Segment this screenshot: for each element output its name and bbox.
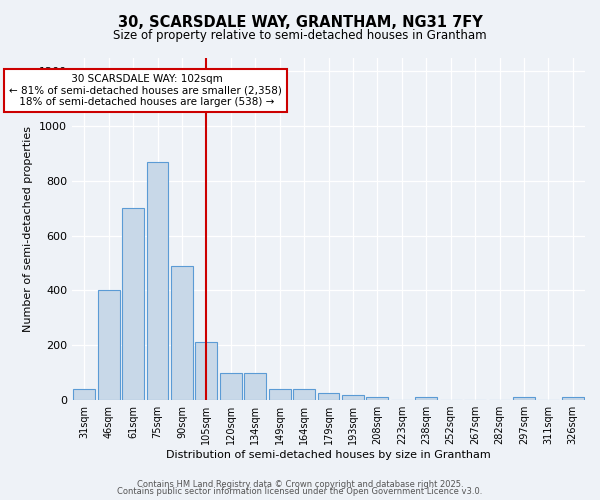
- X-axis label: Distribution of semi-detached houses by size in Grantham: Distribution of semi-detached houses by …: [166, 450, 491, 460]
- Text: 30, SCARSDALE WAY, GRANTHAM, NG31 7FY: 30, SCARSDALE WAY, GRANTHAM, NG31 7FY: [118, 15, 482, 30]
- Text: 30 SCARSDALE WAY: 102sqm
← 81% of semi-detached houses are smaller (2,358)
 18% : 30 SCARSDALE WAY: 102sqm ← 81% of semi-d…: [9, 74, 282, 107]
- Bar: [367, 398, 388, 400]
- Bar: [513, 398, 535, 400]
- Bar: [220, 372, 242, 400]
- Text: Size of property relative to semi-detached houses in Grantham: Size of property relative to semi-detach…: [113, 29, 487, 42]
- Bar: [98, 290, 119, 400]
- Bar: [73, 389, 95, 400]
- Bar: [269, 389, 290, 400]
- Text: Contains HM Land Registry data © Crown copyright and database right 2025.: Contains HM Land Registry data © Crown c…: [137, 480, 463, 489]
- Y-axis label: Number of semi-detached properties: Number of semi-detached properties: [23, 126, 34, 332]
- Bar: [146, 162, 169, 400]
- Bar: [244, 372, 266, 400]
- Bar: [317, 393, 340, 400]
- Bar: [342, 394, 364, 400]
- Bar: [171, 266, 193, 400]
- Text: Contains public sector information licensed under the Open Government Licence v3: Contains public sector information licen…: [118, 487, 482, 496]
- Bar: [122, 208, 144, 400]
- Bar: [562, 398, 584, 400]
- Bar: [293, 389, 315, 400]
- Bar: [196, 342, 217, 400]
- Bar: [415, 398, 437, 400]
